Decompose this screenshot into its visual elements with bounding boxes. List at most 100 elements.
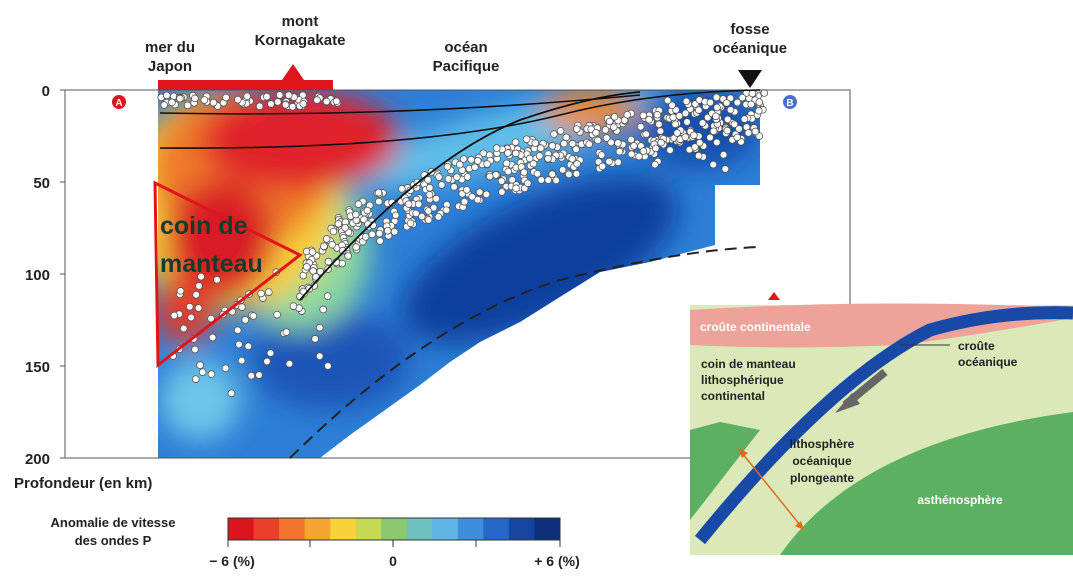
quake	[352, 211, 359, 218]
colorbar-cell	[483, 518, 509, 540]
place-label: fosse	[730, 21, 769, 38]
quake	[643, 131, 650, 138]
quake	[342, 224, 349, 231]
quake	[512, 139, 519, 146]
quake	[283, 329, 290, 336]
quake	[171, 312, 178, 319]
colorbar-cell	[254, 518, 280, 540]
quake	[258, 290, 265, 297]
quake	[503, 160, 510, 167]
quake	[161, 102, 168, 109]
quake	[316, 324, 323, 331]
depth-tick-label: 100	[25, 267, 50, 284]
quake	[484, 161, 491, 168]
quake	[545, 155, 552, 162]
quake	[453, 174, 460, 181]
quake	[184, 102, 191, 109]
quake	[197, 362, 204, 369]
colorbar-cell	[381, 518, 407, 540]
quake	[245, 343, 252, 350]
quake	[177, 95, 184, 102]
quake	[670, 114, 677, 121]
wedge-label: manteau	[160, 250, 263, 278]
quake	[223, 94, 230, 101]
quake	[549, 171, 556, 178]
legend-title: des ondes P	[75, 533, 152, 548]
quake	[574, 160, 581, 167]
quake	[513, 185, 520, 192]
quake	[264, 358, 271, 365]
quake	[505, 168, 512, 175]
legend-title: Anomalie de vitesse	[51, 515, 176, 530]
quake	[658, 139, 665, 146]
quake	[163, 92, 170, 99]
volcano	[282, 64, 304, 80]
quake	[316, 353, 323, 360]
quake	[695, 107, 702, 114]
quake	[471, 164, 478, 171]
inset-label: asthénosphère	[917, 493, 1003, 507]
quake	[752, 128, 759, 135]
quake	[309, 249, 316, 256]
quake	[640, 112, 647, 119]
quake	[476, 189, 483, 196]
quake	[553, 177, 560, 184]
quake	[598, 152, 605, 159]
quake	[407, 220, 414, 227]
quake	[228, 390, 235, 397]
quake	[724, 116, 731, 123]
quake	[493, 171, 500, 178]
quake	[436, 174, 443, 181]
quake	[201, 97, 208, 104]
place-label: mer du	[145, 39, 195, 56]
quake	[425, 208, 432, 215]
quake	[330, 228, 337, 235]
quake	[707, 134, 714, 141]
colorbar-cell	[407, 518, 433, 540]
colorbar-cell	[458, 518, 484, 540]
quake	[616, 148, 623, 155]
quake	[323, 236, 330, 243]
quake	[377, 238, 384, 245]
quake	[655, 121, 662, 128]
quake	[242, 316, 249, 323]
place-label: océanique	[713, 40, 787, 57]
quake	[559, 167, 566, 174]
quake	[557, 128, 564, 135]
quake	[624, 111, 631, 118]
quake	[682, 134, 689, 141]
quake	[413, 210, 420, 217]
quake	[443, 207, 450, 214]
quake	[710, 161, 717, 168]
quake	[538, 177, 545, 184]
quake	[593, 129, 600, 136]
quake	[603, 135, 610, 142]
quake	[355, 201, 362, 208]
quake	[398, 185, 405, 192]
depth-tick-label: 200	[25, 451, 50, 468]
quake	[236, 341, 243, 348]
quake	[463, 187, 470, 194]
quake	[335, 220, 342, 227]
quake	[667, 147, 674, 154]
quake	[321, 243, 328, 250]
quake	[445, 176, 452, 183]
quake	[364, 207, 371, 214]
quake	[745, 130, 752, 137]
quake	[722, 166, 729, 173]
quake	[537, 145, 544, 152]
arc-bar	[158, 80, 333, 90]
quake	[325, 363, 332, 370]
place-label: océan	[444, 39, 487, 56]
quake	[534, 170, 541, 177]
colorbar-cell	[228, 518, 254, 540]
quake	[707, 99, 714, 106]
quake	[300, 100, 307, 107]
trench	[738, 70, 762, 88]
inset-label: croûte	[958, 339, 995, 353]
quake	[369, 231, 376, 238]
quake	[483, 191, 490, 198]
quake	[353, 244, 360, 251]
quake	[329, 241, 336, 248]
